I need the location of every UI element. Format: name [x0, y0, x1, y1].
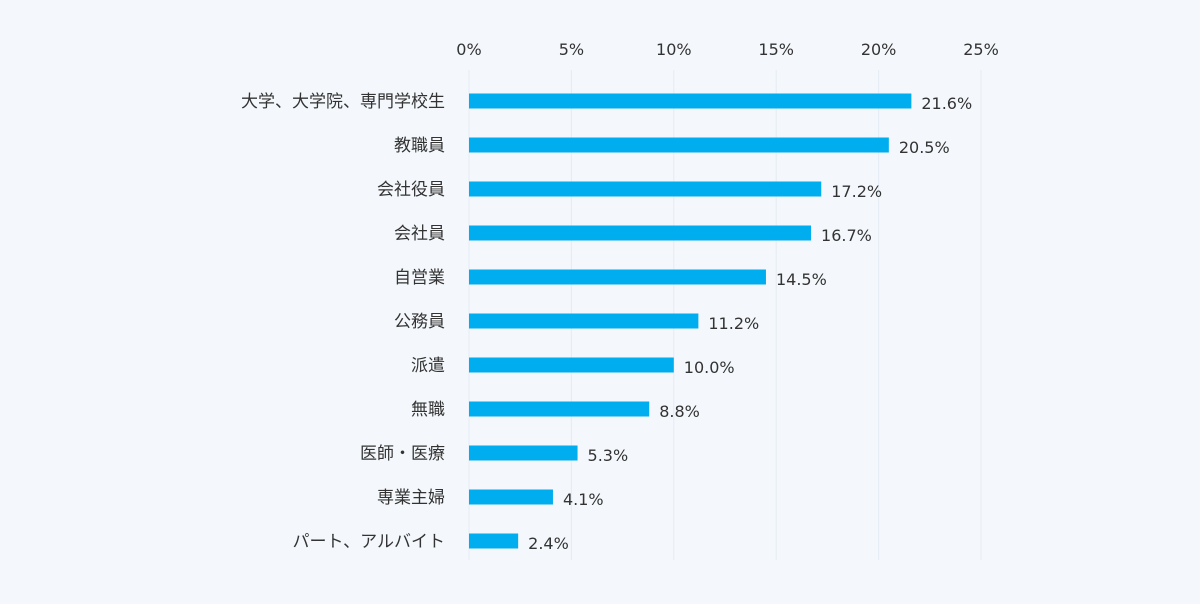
- bar: [469, 445, 578, 461]
- bar: [469, 313, 699, 329]
- bar: [469, 533, 519, 549]
- x-tick-label: 25%: [963, 40, 999, 59]
- category-label: 大学、大学院、専門学校生: [241, 92, 445, 112]
- data-label: 4.1%: [563, 490, 604, 509]
- category-label: 医師・医療: [360, 444, 445, 464]
- bar: [469, 489, 553, 505]
- bar: [469, 137, 889, 153]
- x-tick-label: 0%: [456, 40, 481, 59]
- x-tick-label: 10%: [656, 40, 692, 59]
- category-label: 専業主婦: [377, 488, 445, 508]
- x-tick-label: 20%: [861, 40, 897, 59]
- category-label: 教職員: [394, 136, 445, 156]
- bar: [469, 357, 674, 373]
- data-label: 8.8%: [659, 402, 700, 421]
- category-label: 公務員: [394, 312, 445, 332]
- data-label: 10.0%: [684, 358, 735, 377]
- bars: 大学、大学院、専門学校生 21.6% 教職員 20.5% 会社役員 17.2% 会社員 16.…: [241, 92, 972, 553]
- x-tick-label: 15%: [758, 40, 794, 59]
- data-label: 14.5%: [776, 270, 827, 289]
- category-label: パート、アルバイト: [293, 532, 446, 552]
- category-label: 会社員: [394, 224, 445, 244]
- bar: [469, 269, 766, 285]
- category-label: 派遣: [411, 356, 445, 376]
- data-label: 2.4%: [528, 534, 569, 553]
- bar: [469, 225, 812, 241]
- data-label: 11.2%: [708, 314, 759, 333]
- bar: [469, 401, 650, 417]
- category-label: 無職: [411, 400, 445, 420]
- data-label: 20.5%: [899, 138, 950, 157]
- data-label: 5.3%: [588, 446, 629, 465]
- x-tick-label: 5%: [559, 40, 584, 59]
- category-label: 会社役員: [377, 180, 445, 200]
- category-label: 自営業: [394, 268, 445, 288]
- bar: [469, 93, 912, 109]
- data-label: 21.6%: [921, 94, 972, 113]
- data-label: 16.7%: [821, 226, 872, 245]
- data-label: 17.2%: [831, 182, 882, 201]
- x-axis: 0% 5% 10% 15% 20% 25%: [456, 40, 998, 59]
- bar: [469, 181, 822, 197]
